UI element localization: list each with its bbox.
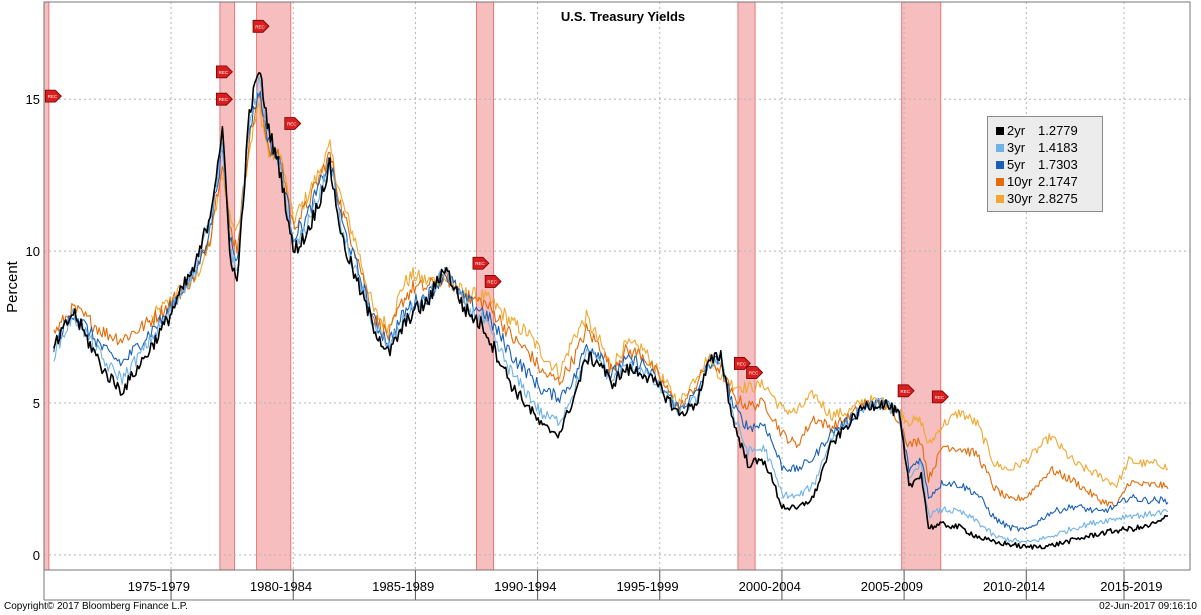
x-period-label-8: 2015-2019: [1100, 579, 1162, 594]
recession-band-5: [901, 2, 941, 570]
y-tick-label-0: 0: [33, 548, 40, 563]
x-period-label-6: 2005-2009: [861, 579, 923, 594]
legend-swatch-30yr: [996, 194, 1004, 203]
rec-marker-4: REC: [284, 117, 302, 130]
series-line-2yr: [53, 72, 1169, 550]
rec-marker-shape-9: [897, 384, 915, 398]
rec-marker-shape-4: [284, 117, 302, 130]
rec-marker-label-1: REC: [219, 70, 229, 75]
series-line-30yr: [150, 102, 1169, 488]
rec-marker-5: REC: [472, 256, 490, 270]
rec-marker-label-0: REC: [48, 94, 58, 99]
recession-band-1: [219, 2, 235, 570]
rec-marker-shape-5: [472, 256, 490, 270]
rec-marker-label-7: REC: [737, 361, 747, 366]
y-tick-label-10: 10: [26, 244, 40, 259]
x-period-label-1: 1980-1984: [250, 579, 312, 594]
rec-marker-2: REC: [215, 92, 233, 106]
rec-marker-8: REC: [746, 366, 764, 379]
x-period-label-3: 1990-1994: [494, 579, 556, 594]
x-period-label-2: 1985-1989: [372, 579, 434, 594]
plot-frame: [43, 1, 1191, 571]
rec-marker-label-9: REC: [900, 389, 910, 394]
y-tick-label-15: 15: [26, 92, 40, 107]
rec-marker-10: REC: [931, 390, 949, 404]
y-tick-label-5: 5: [33, 396, 40, 411]
rec-marker-shape-0: [44, 89, 62, 103]
legend-name-2yr: 2yr: [1007, 123, 1026, 138]
rec-marker-shape-6: [484, 275, 502, 288]
chart-title: U.S. Treasury Yields: [561, 9, 685, 24]
legend-value-5yr: 1.7303: [1038, 157, 1078, 172]
legend-value-10yr: 2.1747: [1038, 174, 1078, 189]
legend-swatch-5yr: [996, 160, 1004, 169]
series-lines: [53, 72, 1169, 550]
legend-value-2yr: 1.2779: [1038, 123, 1078, 138]
y-axis-label: Percent: [4, 260, 21, 313]
copyright-text: Copyright© 2017 Bloomberg Finance L.P.: [4, 601, 188, 612]
x-period-label-7: 2010-2014: [983, 579, 1045, 594]
rec-marker-0: REC: [44, 89, 62, 103]
rec-marker-label-2: REC: [219, 97, 229, 102]
legend-name-3yr: 3yr: [1007, 140, 1026, 155]
rec-marker-shape-1: [215, 65, 233, 79]
rec-marker-label-6: REC: [487, 279, 497, 284]
legend: 2yr 1.2779 3yr 1.4183 5yr 1.7303 10yr 2.1747 30y…: [987, 116, 1103, 212]
rec-marker-shape-3: [252, 19, 270, 33]
axes: 0 5 10 15 1975-1979 1980-1984 1985-1989 1990-19…: [26, 1, 1191, 601]
legend-value-30yr: 2.8275: [1038, 191, 1078, 206]
legend-entry-30yr: 30yr 2.8275: [996, 190, 1102, 207]
legend-name-10yr: 10yr: [1007, 174, 1033, 189]
rec-marker-label-10: REC: [935, 395, 945, 400]
x-period-label-0: 1975-1979: [128, 579, 190, 594]
legend-swatch-3yr: [996, 143, 1004, 152]
legend-entry-3yr: 3yr 1.4183: [996, 139, 1102, 156]
recession-band-0: [44, 2, 49, 570]
rec-marker-label-3: REC: [255, 24, 265, 29]
legend-name-5yr: 5yr: [1007, 157, 1026, 172]
rec-marker-3: REC: [252, 19, 270, 33]
rec-marker-shape-2: [215, 92, 233, 106]
rec-marker-label-4: REC: [287, 121, 297, 126]
rec-marker-label-5: REC: [475, 261, 485, 266]
rec-marker-shape-10: [931, 390, 949, 404]
rec-marker-1: REC: [215, 65, 233, 79]
legend-name-30yr: 30yr: [1007, 191, 1033, 206]
rec-marker-label-8: REC: [749, 371, 759, 376]
legend-value-3yr: 1.4183: [1038, 140, 1078, 155]
x-period-label-5: 2000-2004: [739, 579, 801, 594]
legend-swatch-10yr: [996, 177, 1004, 186]
rec-marker-9: REC: [897, 384, 915, 398]
rec-marker-6: REC: [484, 275, 502, 288]
rec-marker-shape-8: [746, 366, 764, 379]
legend-entry-2yr: 2yr 1.2779: [996, 122, 1102, 139]
series-line-10yr: [53, 95, 1169, 507]
legend-entry-10yr: 10yr 2.1747: [996, 173, 1102, 190]
recession-band-4: [737, 2, 756, 570]
x-period-label-4: 1995-1999: [616, 579, 678, 594]
legend-swatch-2yr: [996, 126, 1004, 135]
grid-lines: [44, 2, 1190, 570]
legend-entry-5yr: 5yr 1.7303: [996, 156, 1102, 173]
timestamp-text: 02-Jun-2017 09:16:10: [1099, 601, 1197, 612]
